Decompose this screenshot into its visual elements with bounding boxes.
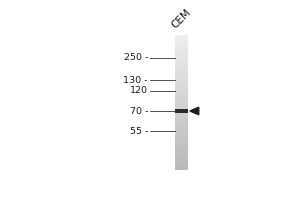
Bar xyxy=(175,147,188,148)
Bar xyxy=(175,62,188,64)
Text: 250 -: 250 - xyxy=(124,53,148,62)
Bar xyxy=(175,72,188,74)
Bar xyxy=(175,67,188,69)
Bar xyxy=(175,148,188,150)
Text: 70 -: 70 - xyxy=(130,107,148,116)
Bar xyxy=(175,87,188,89)
Bar xyxy=(175,97,188,99)
Bar xyxy=(175,48,188,50)
Text: CEM: CEM xyxy=(170,7,193,30)
Bar xyxy=(175,104,188,106)
Bar xyxy=(175,77,188,79)
Bar xyxy=(175,133,188,135)
Bar xyxy=(175,126,188,128)
Bar xyxy=(175,125,188,126)
Bar xyxy=(175,157,188,158)
Bar xyxy=(175,135,188,136)
Bar xyxy=(175,70,188,72)
Bar xyxy=(175,169,188,170)
Bar xyxy=(175,165,188,167)
Bar xyxy=(175,79,188,81)
Bar xyxy=(175,119,188,121)
Bar xyxy=(175,123,188,125)
Bar xyxy=(175,36,188,38)
Bar xyxy=(175,53,188,55)
Text: 55 -: 55 - xyxy=(130,127,148,136)
Bar xyxy=(175,155,188,157)
Bar xyxy=(175,158,188,160)
Text: 120: 120 xyxy=(130,86,148,95)
Bar xyxy=(175,82,188,84)
Bar xyxy=(175,84,188,86)
Bar xyxy=(175,75,188,77)
Bar xyxy=(175,65,188,67)
Bar xyxy=(175,58,188,60)
Text: 130 -: 130 - xyxy=(123,76,148,85)
Bar xyxy=(175,111,188,113)
Bar xyxy=(175,35,188,36)
Bar xyxy=(175,140,188,142)
Bar xyxy=(175,103,188,104)
Bar xyxy=(175,145,188,147)
Bar xyxy=(175,118,188,119)
Bar xyxy=(175,106,188,108)
Bar xyxy=(175,57,188,58)
Bar xyxy=(175,91,188,92)
Bar xyxy=(175,116,188,118)
Bar xyxy=(175,64,188,65)
Bar xyxy=(175,96,188,97)
Bar xyxy=(175,130,188,131)
Bar xyxy=(175,121,188,123)
Bar xyxy=(175,164,188,165)
Bar xyxy=(175,43,188,45)
Bar xyxy=(175,128,188,130)
Bar xyxy=(175,45,188,47)
Bar xyxy=(175,167,188,169)
Bar xyxy=(175,81,188,82)
Bar xyxy=(175,99,188,101)
Bar xyxy=(175,143,188,145)
Bar xyxy=(175,109,188,111)
Bar xyxy=(175,55,188,57)
Bar xyxy=(175,89,188,91)
Bar xyxy=(175,131,188,133)
Bar xyxy=(175,136,188,138)
Bar xyxy=(175,109,188,113)
Bar xyxy=(175,47,188,48)
Bar xyxy=(175,152,188,153)
Bar xyxy=(175,50,188,52)
Bar xyxy=(175,69,188,70)
Polygon shape xyxy=(190,107,199,115)
Bar xyxy=(175,142,188,143)
Bar xyxy=(175,52,188,53)
Bar xyxy=(175,101,188,103)
Bar xyxy=(175,38,188,40)
Bar xyxy=(175,86,188,87)
Bar xyxy=(175,94,188,96)
Bar xyxy=(175,92,188,94)
Bar xyxy=(175,162,188,164)
Bar xyxy=(175,160,188,162)
Bar xyxy=(175,74,188,75)
Bar xyxy=(175,138,188,140)
Bar xyxy=(175,153,188,155)
Bar xyxy=(175,40,188,42)
Bar xyxy=(175,60,188,62)
Bar xyxy=(175,150,188,152)
Bar xyxy=(175,42,188,43)
Bar xyxy=(175,108,188,109)
Bar xyxy=(175,114,188,116)
Bar xyxy=(175,113,188,114)
